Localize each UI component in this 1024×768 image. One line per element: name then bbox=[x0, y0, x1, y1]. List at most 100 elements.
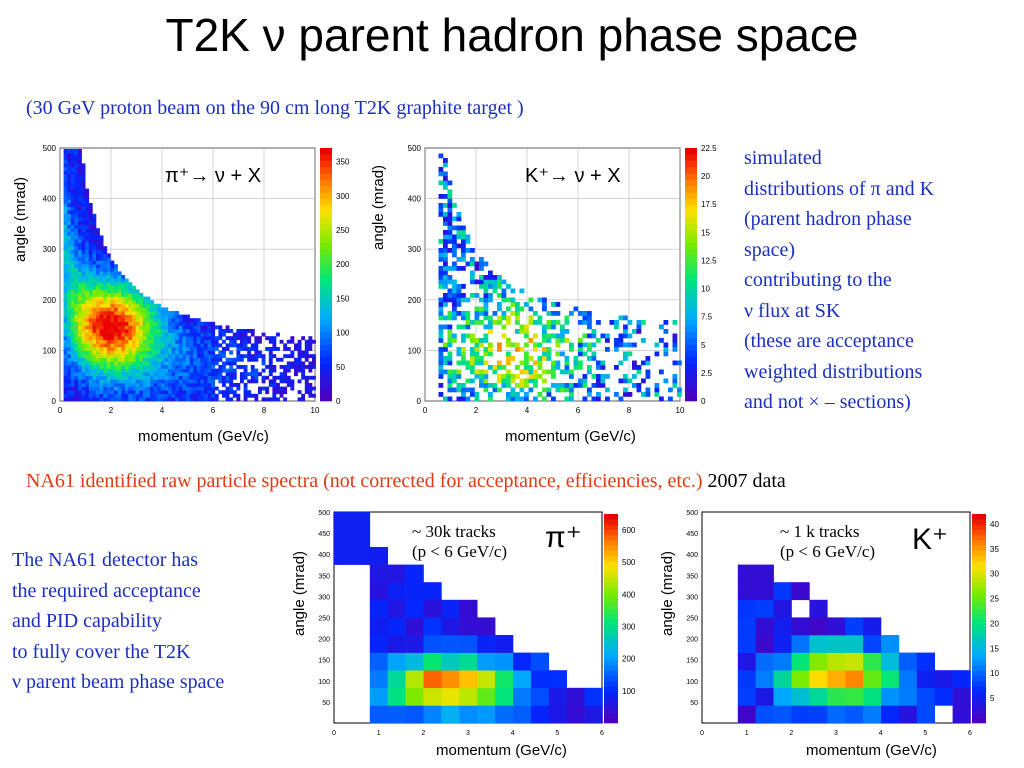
heat-cell bbox=[171, 386, 176, 391]
heat-cell bbox=[186, 314, 190, 319]
heat-cell bbox=[175, 368, 180, 373]
heat-cell bbox=[519, 396, 525, 402]
heat-cell bbox=[663, 342, 669, 348]
heat-cell bbox=[470, 356, 475, 361]
heat-cell bbox=[121, 332, 126, 337]
heat-cell bbox=[193, 390, 198, 395]
heat-cell bbox=[78, 217, 82, 222]
heat-cell bbox=[92, 343, 97, 348]
heat-cell bbox=[542, 387, 547, 393]
heat-cell bbox=[81, 397, 86, 402]
heat-cell bbox=[232, 339, 237, 344]
heat-cell bbox=[369, 547, 388, 565]
heat-cell bbox=[773, 635, 792, 653]
heat-cell bbox=[171, 325, 176, 330]
heat-cell bbox=[128, 303, 133, 308]
color-scale-step bbox=[972, 566, 986, 572]
heat-cell bbox=[519, 347, 525, 352]
heat-cell bbox=[506, 378, 511, 384]
color-scale-step bbox=[604, 670, 618, 677]
heat-cell bbox=[186, 365, 190, 369]
heat-cell bbox=[863, 652, 882, 671]
heat-cell bbox=[524, 333, 529, 339]
heat-cell bbox=[200, 397, 205, 402]
heat-cell bbox=[513, 670, 532, 689]
heat-cell bbox=[211, 343, 216, 348]
heat-cell bbox=[114, 339, 118, 344]
heat-cell bbox=[443, 297, 448, 303]
heat-cell bbox=[533, 378, 538, 384]
heat-cell bbox=[67, 372, 72, 377]
heat-cell bbox=[443, 261, 448, 267]
heat-cell bbox=[477, 617, 496, 636]
heat-cell bbox=[247, 390, 252, 395]
heat-cell bbox=[67, 361, 72, 366]
heat-cell bbox=[294, 368, 298, 373]
heat-cell bbox=[150, 379, 154, 384]
heat-cell bbox=[153, 379, 158, 384]
heat-cell bbox=[186, 321, 190, 326]
y-tick-label: 100 bbox=[686, 679, 698, 686]
heat-cell bbox=[70, 235, 75, 240]
heat-cell bbox=[78, 177, 82, 182]
heat-cell bbox=[542, 329, 547, 334]
heat-cell bbox=[103, 336, 108, 341]
heat-cell bbox=[157, 325, 162, 330]
heat-cell bbox=[117, 354, 122, 359]
heat-cell bbox=[153, 397, 158, 402]
heat-cell bbox=[207, 347, 212, 351]
heat-cell bbox=[297, 347, 302, 351]
heat-cell bbox=[387, 617, 406, 636]
heat-cell bbox=[124, 390, 129, 395]
heat-cell bbox=[135, 339, 140, 344]
heat-cell bbox=[96, 350, 100, 355]
heat-cell bbox=[465, 297, 471, 303]
heat-cell bbox=[387, 670, 406, 689]
heat-cell bbox=[96, 267, 100, 272]
heat-cell bbox=[85, 239, 90, 243]
heat-cell bbox=[542, 302, 547, 307]
heat-cell bbox=[103, 332, 108, 337]
heat-cell bbox=[121, 368, 126, 373]
heat-cell bbox=[121, 311, 126, 315]
heat-cell bbox=[240, 332, 244, 337]
y-tick-label: 450 bbox=[686, 531, 698, 538]
heat-cell bbox=[755, 652, 774, 671]
heat-cell bbox=[474, 347, 480, 352]
heat-cell bbox=[447, 338, 453, 343]
heat-cell bbox=[247, 379, 252, 384]
heat-cell bbox=[470, 347, 475, 352]
x-tick-label: 10 bbox=[676, 406, 685, 415]
heat-cell bbox=[200, 343, 205, 348]
heat-cell bbox=[200, 336, 205, 341]
heat-cell bbox=[587, 324, 592, 330]
heat-cell bbox=[474, 311, 480, 316]
heat-cell bbox=[81, 203, 86, 207]
heat-cell bbox=[135, 329, 140, 333]
heat-cell bbox=[103, 285, 108, 290]
heat-cell bbox=[74, 314, 79, 319]
heat-cell bbox=[465, 248, 471, 253]
heat-cell bbox=[110, 271, 115, 276]
heat-cell bbox=[447, 234, 453, 240]
color-scale-step bbox=[685, 293, 697, 301]
color-scale-step bbox=[972, 597, 986, 604]
heat-cell bbox=[63, 282, 68, 287]
y-tick-label: 350 bbox=[318, 573, 330, 580]
heat-cell bbox=[117, 271, 122, 276]
heat-cell bbox=[827, 687, 846, 706]
heat-cell bbox=[142, 383, 147, 387]
heat-cell bbox=[103, 278, 108, 283]
heat-cell bbox=[124, 372, 129, 377]
heat-cell bbox=[67, 199, 72, 204]
heat-cell bbox=[103, 321, 108, 326]
heat-cell bbox=[171, 357, 176, 362]
heat-cell bbox=[488, 297, 493, 303]
heat-cell bbox=[250, 329, 255, 333]
heat-cell bbox=[160, 393, 165, 398]
heat-cell bbox=[605, 347, 610, 352]
heat-cell bbox=[243, 339, 248, 344]
heat-cell bbox=[63, 188, 68, 193]
heat-cell bbox=[135, 289, 140, 294]
heat-cell bbox=[189, 329, 194, 333]
